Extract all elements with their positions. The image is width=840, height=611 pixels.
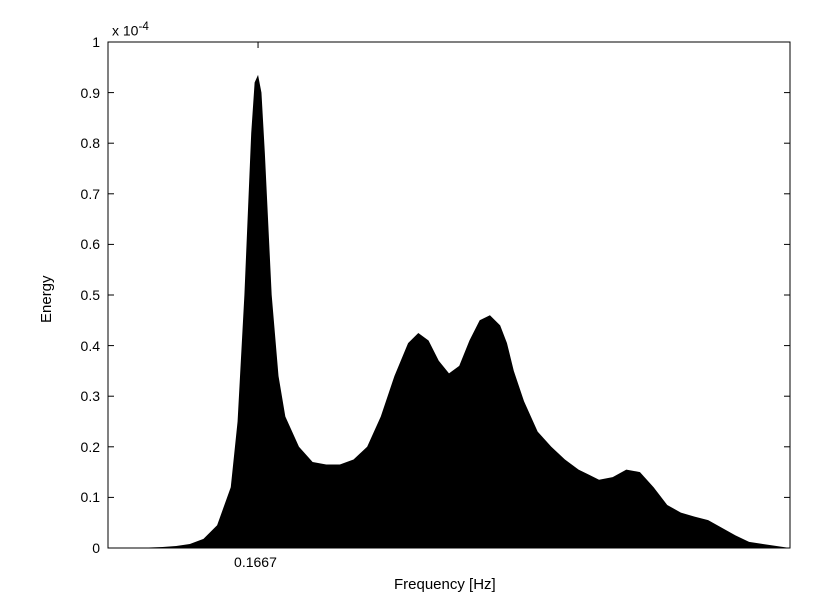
x-axis-label: Frequency [Hz] <box>394 576 496 593</box>
exp-sup: -4 <box>138 20 148 33</box>
y-tick-label: 0 <box>92 540 100 556</box>
y-axis-label: Energy <box>38 275 55 323</box>
exp-prefix: x 10 <box>112 23 138 39</box>
x-tick-label: 0.1667 <box>234 554 277 570</box>
chart-svg <box>0 0 840 606</box>
y-tick-label: 0.6 <box>81 236 100 252</box>
y-tick-label: 0.2 <box>81 439 100 455</box>
y-axis-exponent-label: x 10-4 <box>112 20 149 39</box>
y-tick-label: 0.8 <box>81 135 100 151</box>
y-tick-label: 0.1 <box>81 489 100 505</box>
y-tick-label: 0.4 <box>81 338 100 354</box>
y-tick-label: 1 <box>92 34 100 50</box>
y-tick-label: 0.9 <box>81 85 100 101</box>
y-tick-label: 0.3 <box>81 388 100 404</box>
energy-spectrum-chart: x 10-4 Energy Frequency [Hz] 0 0.1 0.2 0.3 0… <box>0 0 840 606</box>
y-tick-label: 0.5 <box>81 287 100 303</box>
y-tick-label: 0.7 <box>81 186 100 202</box>
